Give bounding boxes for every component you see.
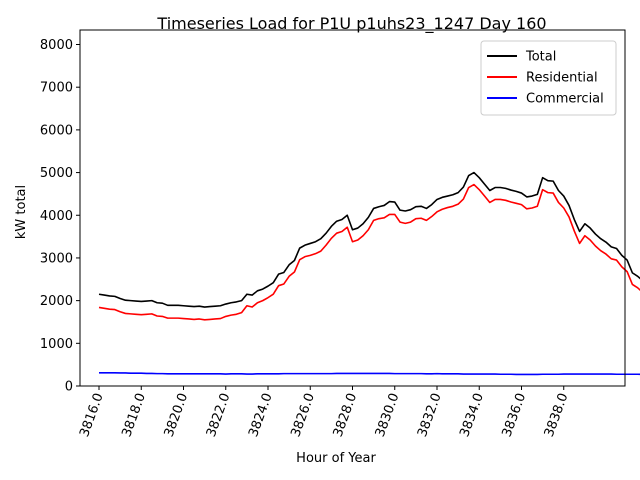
legend-label-total: Total [525,50,556,65]
series-line-residential [98,183,640,321]
y-tick-label: 7000 [40,81,73,96]
y-tick-label: 2000 [40,294,73,309]
y-tick-label: 0 [65,380,73,395]
y-tick-label: 1000 [40,337,73,352]
legend-label-residential: Residential [526,71,598,86]
legend-label-commercial: Commercial [526,92,604,107]
series-line-commercial [99,371,640,376]
y-axis-title: kW total [14,185,29,239]
series-layer [98,171,640,376]
y-tick-label: 6000 [40,123,73,138]
chart-title: Timeseries Load for P1U p1uhs23_1247 Day… [156,14,546,34]
y-axis: 0 1000 2000 3000 4000 5000 6000 7000 8000 [40,38,80,395]
series-line-total [98,171,640,308]
legend: Total Residential Commercial [480,40,617,116]
y-tick-label: 5000 [40,166,73,181]
y-tick-label: 4000 [40,209,73,224]
x-axis-title: Hour of Year [296,451,376,466]
y-tick-label: 3000 [40,251,73,266]
legend-box [480,40,617,116]
y-tick-label: 8000 [40,38,73,53]
